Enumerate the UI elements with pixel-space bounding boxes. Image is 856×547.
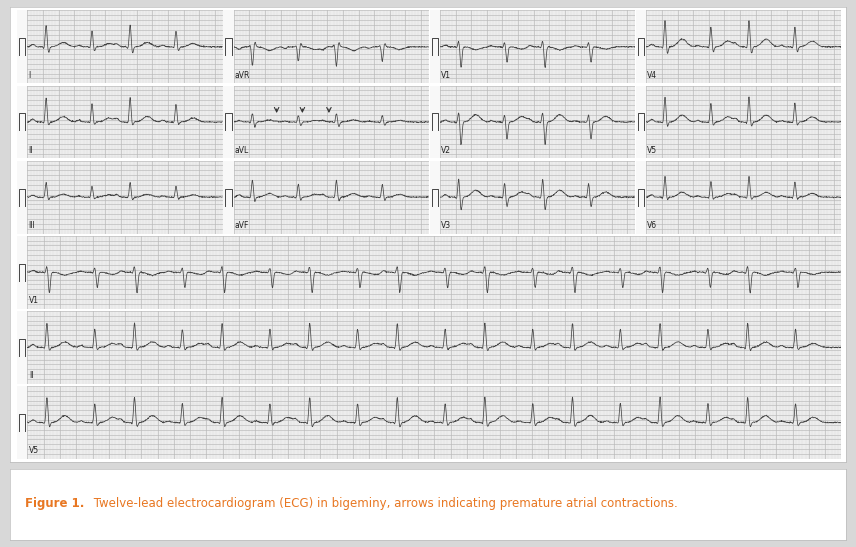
Text: V1: V1: [441, 71, 451, 80]
Text: V1: V1: [29, 296, 39, 305]
Text: II: II: [28, 146, 33, 155]
Text: Twelve-lead electrocardiogram (ECG) in bigeminy, arrows indicating premature atr: Twelve-lead electrocardiogram (ECG) in b…: [90, 497, 677, 510]
Text: Figure 1.: Figure 1.: [26, 497, 85, 510]
Text: V5: V5: [29, 446, 39, 455]
Text: aVL: aVL: [235, 146, 249, 155]
Text: aVF: aVF: [235, 221, 249, 230]
Text: V5: V5: [647, 146, 657, 155]
Text: I: I: [28, 71, 31, 80]
Text: V2: V2: [441, 146, 451, 155]
Text: V3: V3: [441, 221, 451, 230]
Text: aVR: aVR: [235, 71, 250, 80]
Text: V6: V6: [647, 221, 657, 230]
Text: III: III: [28, 221, 35, 230]
Text: II: II: [29, 371, 33, 380]
Text: V4: V4: [647, 71, 657, 80]
